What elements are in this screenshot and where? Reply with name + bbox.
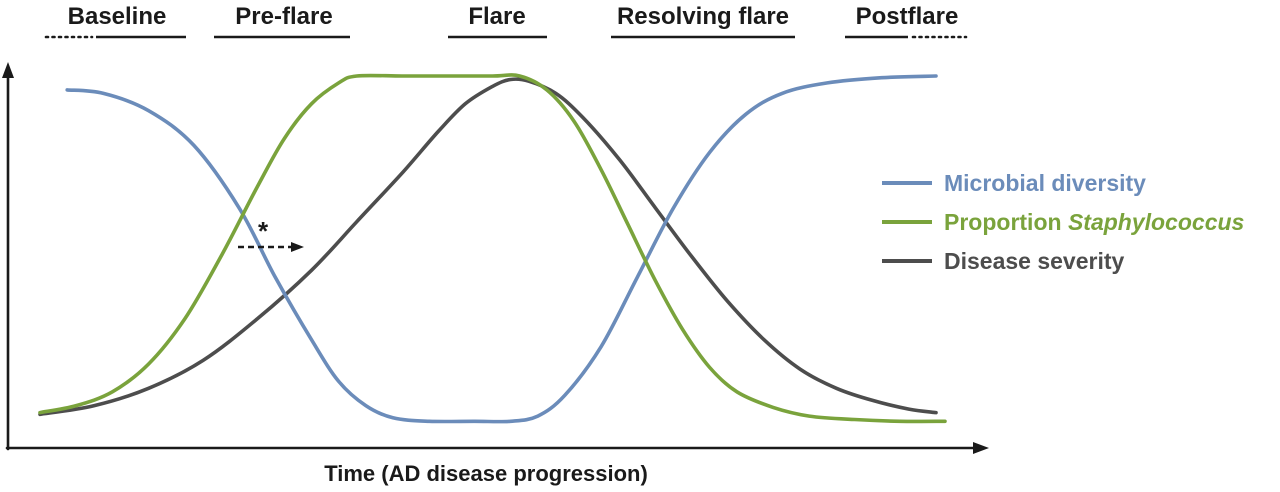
legend-label-proportion-staphylococcus: Proportion Staphylococcus [944, 209, 1244, 235]
legend-label-microbial-diversity: Microbial diversity [944, 170, 1146, 196]
phase-label-flare: Flare [468, 3, 525, 30]
phase-label-postflare: Postflare [856, 3, 959, 30]
phase-label-resolving-flare: Resolving flare [617, 3, 789, 30]
asterisk-symbol: * [258, 216, 269, 246]
phase-label-baseline: Baseline [68, 3, 167, 30]
phase-labels: Baseline Pre-flare Flare Resolving flare… [68, 3, 959, 30]
legend-label-disease-severity: Disease severity [944, 248, 1125, 274]
curve-proportion-staphylococcus [38, 73, 947, 424]
x-axis-label: Time (AD disease progression) [324, 461, 648, 486]
asterisk-annotation: * [238, 216, 304, 252]
legend: Microbial diversity Proportion Staphyloc… [882, 170, 1244, 274]
legend-label-staphylococcus-italic: Staphylococcus [1068, 209, 1244, 235]
legend-label-proportion-prefix: Proportion [944, 209, 1068, 235]
dashed-arrow-head [291, 242, 304, 252]
axes [2, 62, 989, 454]
y-axis-arrowhead [2, 62, 14, 78]
curve-disease-severity [38, 77, 938, 417]
curve-microbial-diversity [65, 74, 938, 424]
x-axis-arrowhead [973, 442, 989, 454]
phase-label-pre-flare: Pre-flare [235, 3, 332, 30]
curves [38, 73, 947, 424]
